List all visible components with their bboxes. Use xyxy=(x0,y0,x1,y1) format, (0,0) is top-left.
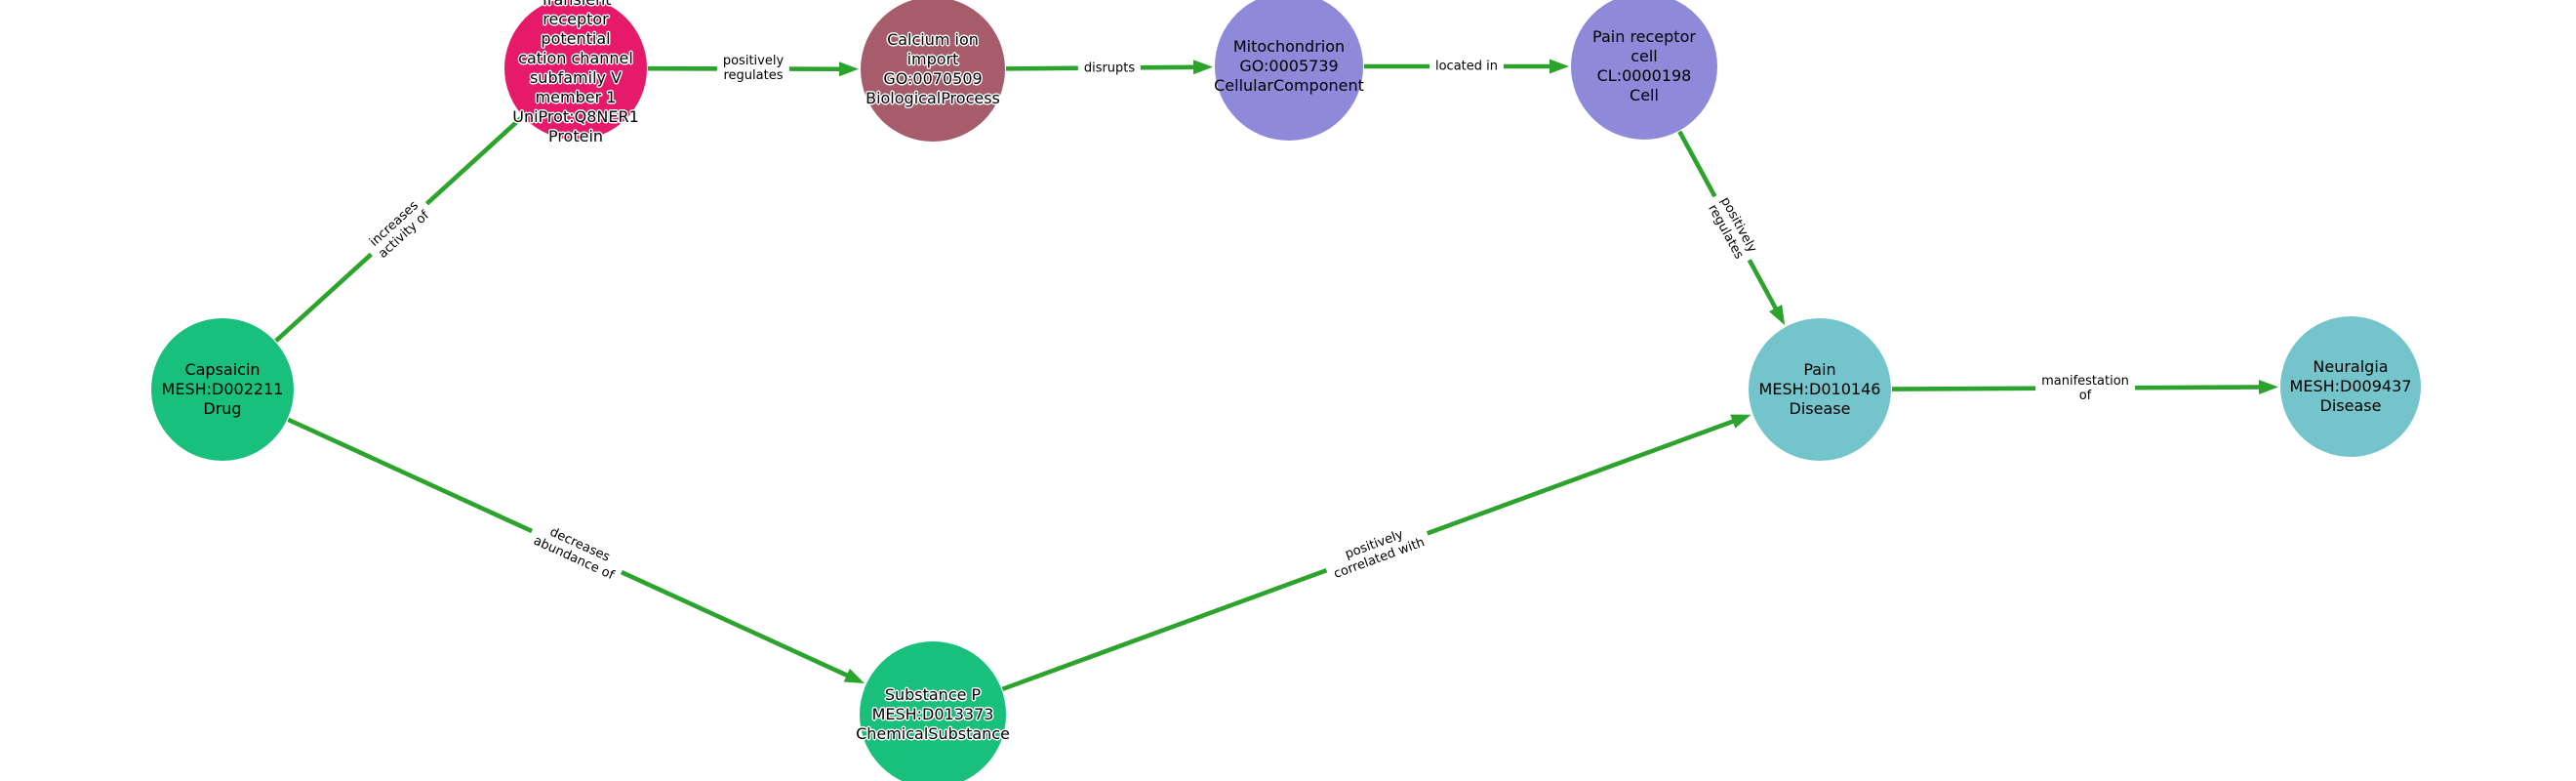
node-label-neuralgia: Neuralgia MESH:D009437 Disease xyxy=(2289,357,2412,415)
edge-label-mitochondrion-pain-receptor-cell: located in xyxy=(1429,58,1505,75)
node-pain-receptor-cell[interactable]: Pain receptor cell CL:0000198 Cell xyxy=(1571,0,1717,140)
node-neuralgia[interactable]: Neuralgia MESH:D009437 Disease xyxy=(2280,316,2421,457)
node-label-capsaicin: Capsaicin MESH:D002211 Drug xyxy=(161,360,284,418)
node-capsaicin[interactable]: Capsaicin MESH:D002211 Drug xyxy=(151,318,294,461)
arrowhead-icon-mitochondrion-pain-receptor-cell xyxy=(1550,59,1569,74)
arrowhead-icon-substance-p-pain xyxy=(1730,414,1751,429)
node-calcium-ion-import[interactable]: Calcium ion import GO:0070509 Biological… xyxy=(861,0,1005,142)
arrowhead-icon-pain-neuralgia xyxy=(2258,380,2279,395)
edge-label-trpv1-calcium-ion-import: positively regulates xyxy=(716,53,790,85)
node-label-mitochondrion: Mitochondrion GO:0005739 CellularCompone… xyxy=(1214,37,1364,95)
edge-label-calcium-ion-import-mitochondrion: disrupts xyxy=(1077,60,1142,76)
node-pain[interactable]: Pain MESH:D010146 Disease xyxy=(1749,318,1891,461)
arrowhead-icon-pain-receptor-cell-pain xyxy=(1769,304,1786,326)
node-label-substance-p: Substance P MESH:D013373 ChemicalSubstan… xyxy=(856,685,1010,743)
node-label-pain-receptor-cell: Pain receptor cell CL:0000198 Cell xyxy=(1592,27,1696,104)
node-trpv1[interactable]: Transient receptor potential cation chan… xyxy=(504,0,647,145)
node-label-pain: Pain MESH:D010146 Disease xyxy=(1758,360,1881,418)
node-substance-p[interactable]: Substance P MESH:D013373 ChemicalSubstan… xyxy=(856,641,1010,781)
arrowhead-icon-calcium-ion-import-mitochondrion xyxy=(1192,60,1214,75)
edge-label-pain-neuralgia: manifestation of xyxy=(2035,372,2135,404)
node-label-calcium-ion-import: Calcium ion import GO:0070509 Biological… xyxy=(865,30,1000,107)
arrowhead-icon-trpv1-calcium-ion-import xyxy=(838,62,860,77)
arrowhead-icon-capsaicin-substance-p xyxy=(843,668,865,683)
